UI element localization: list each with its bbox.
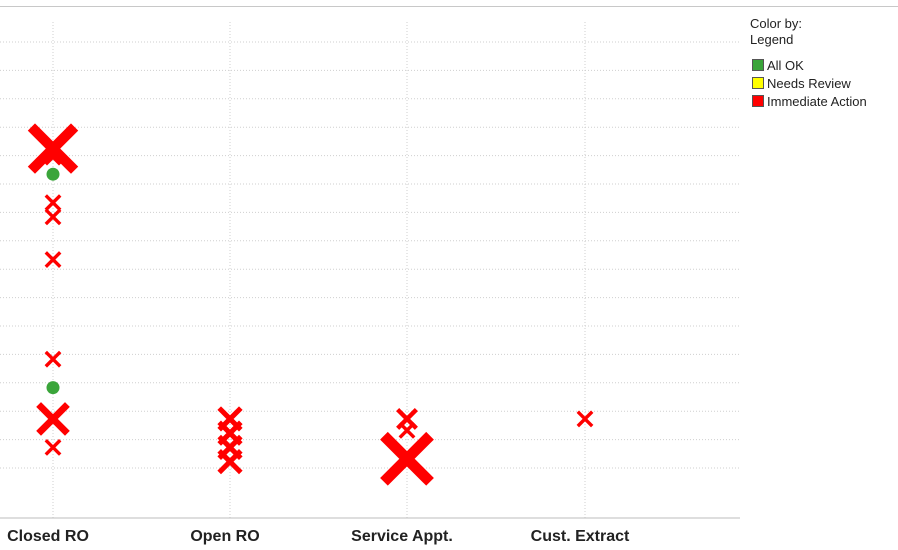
data-point[interactable] (44, 251, 62, 268)
x-tick-label: Closed RO (7, 528, 89, 545)
data-point[interactable] (44, 194, 62, 212)
data-point[interactable] (44, 208, 62, 226)
legend-item-immediate-action[interactable]: Immediate Action (750, 92, 895, 110)
top-border (0, 6, 898, 7)
data-point[interactable] (46, 381, 60, 395)
legend-label-immediate-action: Immediate Action (767, 93, 867, 109)
legend-item-needs-review[interactable]: Needs Review (750, 74, 895, 92)
legend-swatch-needs-review (752, 77, 764, 89)
legend-swatch-immediate-action (752, 95, 764, 107)
legend-swatch-all-ok (752, 59, 764, 71)
vertical-gridlines (52, 22, 586, 518)
legend: Color by: Legend All OK Needs Review Imm… (750, 16, 895, 110)
scatter-plot: Closed RO Open RO Service Appt. Cust. Extra… (0, 22, 740, 545)
data-points (27, 123, 594, 486)
data-point[interactable] (398, 421, 416, 439)
legend-header: Color by: Legend (750, 16, 895, 48)
legend-item-all-ok[interactable]: All OK (750, 56, 895, 74)
data-point[interactable] (46, 167, 60, 181)
data-point[interactable] (576, 410, 594, 428)
legend-title-color-by: Color by: (750, 16, 803, 31)
x-axis-tick-labels: Closed RO Open RO Service Appt. Cust. Extra… (7, 528, 630, 545)
legend-label-all-ok: All OK (767, 57, 804, 73)
legend-title-legend: Legend (750, 32, 794, 47)
horizontal-gridlines (0, 41, 740, 469)
data-point[interactable] (44, 148, 62, 166)
data-point[interactable] (380, 431, 434, 486)
x-tick-label: Open RO (190, 528, 259, 545)
x-tick-label: Cust. Extract (531, 528, 630, 545)
data-point[interactable] (44, 350, 62, 368)
x-tick-label: Service Appt. (351, 528, 453, 545)
legend-label-needs-review: Needs Review (767, 75, 851, 91)
data-point[interactable] (217, 449, 243, 475)
data-point[interactable] (44, 438, 62, 456)
data-point[interactable] (36, 402, 70, 436)
data-point[interactable] (27, 123, 79, 174)
